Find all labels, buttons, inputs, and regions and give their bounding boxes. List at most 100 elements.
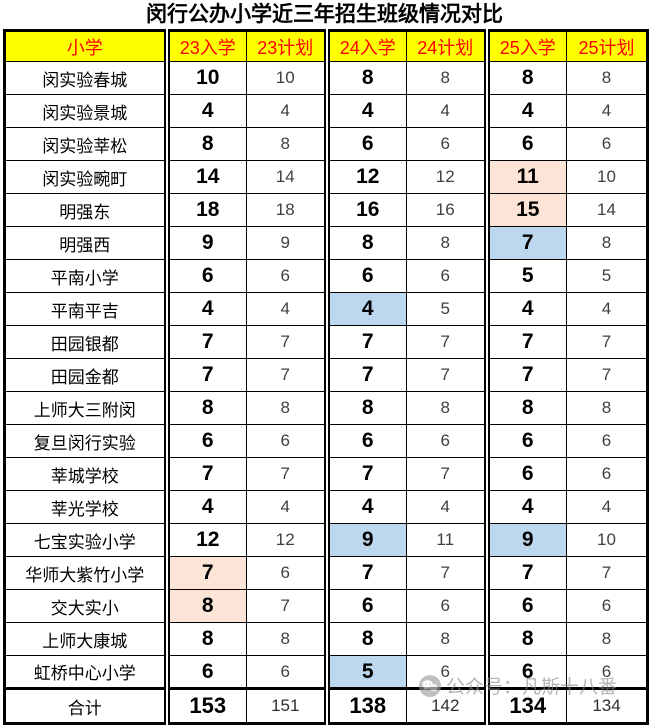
plan-value: 7 — [246, 325, 327, 359]
table-row: 明强东 18 18 16 16 15 14 — [4, 193, 648, 227]
total-enroll-value: 134 — [483, 687, 567, 724]
plan-value: 6 — [246, 424, 327, 458]
school-name: 闵实验景城 — [4, 94, 167, 128]
enroll-value: 6 — [483, 655, 567, 689]
total-plan-value: 151 — [246, 687, 327, 724]
header-row: 小学 23入学 23计划 24入学 24计划 25入学 25计划 — [4, 30, 648, 62]
school-name: 闵实验春城 — [4, 61, 167, 95]
table-row: 平南小学 6 6 6 6 5 5 — [4, 259, 648, 293]
plan-value: 7 — [566, 358, 648, 392]
plan-value: 7 — [246, 589, 327, 623]
school-name: 平南平吉 — [4, 292, 167, 326]
enroll-value: 8 — [483, 622, 567, 656]
enroll-value: 4 — [163, 94, 247, 128]
table-row: 明强西 9 9 8 8 7 8 — [4, 226, 648, 260]
plan-value: 8 — [406, 622, 487, 656]
table-row: 华师大紫竹小学 7 6 7 7 7 7 — [4, 556, 648, 590]
total-row: 合计 153 151 138 142 134 134 — [4, 687, 648, 724]
table-row: 上师大三附闵 8 8 8 8 8 8 — [4, 391, 648, 425]
enroll-value: 7 — [323, 457, 407, 491]
plan-value: 7 — [566, 325, 648, 359]
enroll-value: 6 — [483, 424, 567, 458]
school-name: 明强西 — [4, 226, 167, 260]
enroll-value: 8 — [163, 391, 247, 425]
enroll-value: 4 — [483, 292, 567, 326]
column-header-6: 25计划 — [566, 30, 648, 62]
enroll-value: 8 — [483, 391, 567, 425]
total-enroll-value: 153 — [163, 687, 247, 724]
table-row: 上师大康城 8 8 8 8 8 8 — [4, 622, 648, 656]
plan-value: 6 — [566, 127, 648, 161]
plan-value: 6 — [566, 655, 648, 689]
enroll-value: 7 — [483, 226, 567, 260]
total-plan-value: 134 — [566, 687, 648, 724]
column-header-1: 23入学 — [163, 30, 247, 62]
table-row: 闵实验畹町 14 14 12 12 11 10 — [4, 160, 648, 194]
enroll-value: 12 — [163, 523, 247, 557]
plan-value: 5 — [566, 259, 648, 293]
enroll-value: 4 — [323, 94, 407, 128]
enroll-value: 10 — [163, 61, 247, 95]
enroll-value: 16 — [323, 193, 407, 227]
plan-value: 18 — [246, 193, 327, 227]
school-name: 闵实验莘松 — [4, 127, 167, 161]
plan-value: 6 — [246, 556, 327, 590]
table-row: 闵实验景城 4 4 4 4 4 4 — [4, 94, 648, 128]
plan-value: 6 — [406, 259, 487, 293]
table-row: 田园银都 7 7 7 7 7 7 — [4, 325, 648, 359]
enroll-value: 8 — [163, 589, 247, 623]
enroll-value: 18 — [163, 193, 247, 227]
total-plan-value: 142 — [406, 687, 487, 724]
enroll-value: 8 — [323, 226, 407, 260]
plan-value: 4 — [246, 292, 327, 326]
plan-value: 7 — [406, 556, 487, 590]
plan-value: 4 — [246, 490, 327, 524]
plan-value: 7 — [406, 325, 487, 359]
enroll-value: 7 — [483, 325, 567, 359]
plan-value: 10 — [566, 160, 648, 194]
table-row: 闵实验莘松 8 8 6 6 6 6 — [4, 127, 648, 161]
plan-value: 6 — [246, 655, 327, 689]
table-row: 平南平吉 4 4 4 5 4 4 — [4, 292, 648, 326]
enroll-value: 11 — [483, 160, 567, 194]
school-name: 上师大康城 — [4, 622, 167, 656]
school-name: 莘光学校 — [4, 490, 167, 524]
plan-value: 6 — [406, 589, 487, 623]
plan-value: 6 — [566, 457, 648, 491]
plan-value: 4 — [406, 490, 487, 524]
plan-value: 12 — [246, 523, 327, 557]
page-title: 闵行公办小学近三年招生班级情况对比 — [146, 3, 503, 26]
table-body: 闵实验春城 10 10 8 8 8 8 闵实验景城 4 4 4 4 4 4 闵实验莘松 8 8 6 6 6 6 闵实验畹町… — [4, 61, 648, 724]
enrollment-table: 小学 23入学 23计划 24入学 24计划 25入学 25计划 闵实验春城 10 10 8 8 8 8… — [3, 29, 649, 725]
table-row: 闵实验春城 10 10 8 8 8 8 — [4, 61, 648, 95]
enroll-value: 6 — [323, 259, 407, 293]
enroll-value: 4 — [163, 490, 247, 524]
plan-value: 11 — [406, 523, 487, 557]
enroll-value: 7 — [163, 325, 247, 359]
school-name: 七宝实验小学 — [4, 523, 167, 557]
school-name: 复旦闵行实验 — [4, 424, 167, 458]
enroll-value: 4 — [483, 490, 567, 524]
enroll-value: 7 — [323, 556, 407, 590]
enroll-value: 6 — [163, 259, 247, 293]
table-row: 虹桥中心小学 6 6 5 6 6 6 — [4, 655, 648, 689]
column-header-5: 25入学 — [483, 30, 567, 62]
enroll-value: 8 — [323, 61, 407, 95]
plan-value: 8 — [566, 226, 648, 260]
enroll-value: 6 — [323, 589, 407, 623]
column-header-0: 小学 — [4, 30, 167, 62]
plan-value: 6 — [566, 424, 648, 458]
plan-value: 8 — [566, 391, 648, 425]
school-name: 莘城学校 — [4, 457, 167, 491]
enroll-value: 6 — [163, 655, 247, 689]
school-name: 闵实验畹町 — [4, 160, 167, 194]
enroll-value: 9 — [483, 523, 567, 557]
plan-value: 14 — [566, 193, 648, 227]
enroll-value: 4 — [323, 490, 407, 524]
enroll-value: 8 — [163, 127, 247, 161]
plan-value: 10 — [246, 61, 327, 95]
enroll-value: 5 — [483, 259, 567, 293]
plan-value: 4 — [566, 94, 648, 128]
enroll-value: 6 — [323, 127, 407, 161]
plan-value: 12 — [406, 160, 487, 194]
